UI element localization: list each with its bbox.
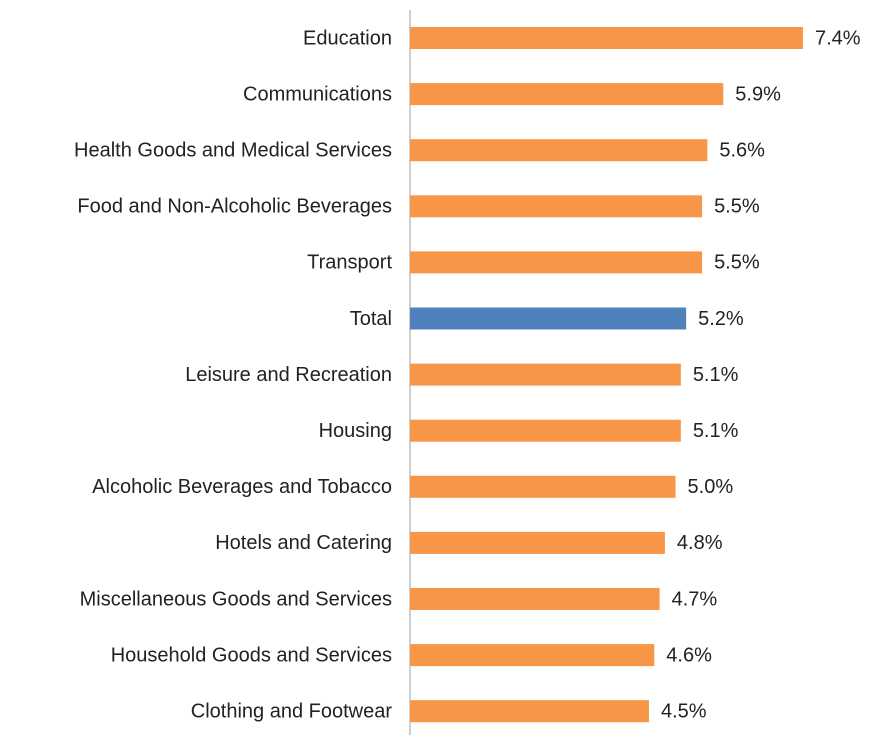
category-label: Hotels and Catering <box>215 532 392 554</box>
category-label: Transport <box>307 252 392 274</box>
bar <box>410 139 708 162</box>
value-label: 4.8% <box>677 532 723 554</box>
value-label: 5.5% <box>714 252 760 274</box>
bar <box>410 588 660 610</box>
category-label: Household Goods and Services <box>111 644 392 666</box>
value-label: 5.2% <box>698 308 744 330</box>
value-label: 5.6% <box>719 139 765 161</box>
category-label: Education <box>303 27 392 49</box>
category-label: Housing <box>319 420 392 442</box>
value-label: 4.7% <box>672 588 718 610</box>
bar <box>410 83 724 106</box>
category-label: Alcoholic Beverages and Tobacco <box>92 476 392 498</box>
value-label: 4.5% <box>661 700 707 722</box>
bar <box>410 475 676 498</box>
bar <box>410 195 703 218</box>
bar <box>410 307 687 330</box>
value-label: 5.1% <box>693 364 739 386</box>
bar <box>410 700 649 723</box>
bar <box>410 419 681 442</box>
category-label: Food and Non-Alcoholic Beverages <box>77 196 392 218</box>
value-label: 4.6% <box>666 644 712 666</box>
bar <box>410 531 665 554</box>
value-label: 5.1% <box>693 420 739 442</box>
value-label: 5.9% <box>735 83 781 105</box>
value-label: 5.5% <box>714 196 760 218</box>
category-label: Total <box>350 308 392 330</box>
category-label: Health Goods and Medical Services <box>74 139 392 161</box>
bar <box>410 644 655 667</box>
category-label: Miscellaneous Goods and Services <box>80 588 392 610</box>
bar <box>410 27 803 49</box>
bar <box>410 251 703 274</box>
value-label: 5.0% <box>688 476 734 498</box>
category-label: Leisure and Recreation <box>185 364 392 386</box>
bar <box>410 363 681 386</box>
value-label: 7.4% <box>815 27 861 49</box>
category-label: Clothing and Footwear <box>191 700 393 722</box>
category-label: Communications <box>243 83 392 105</box>
